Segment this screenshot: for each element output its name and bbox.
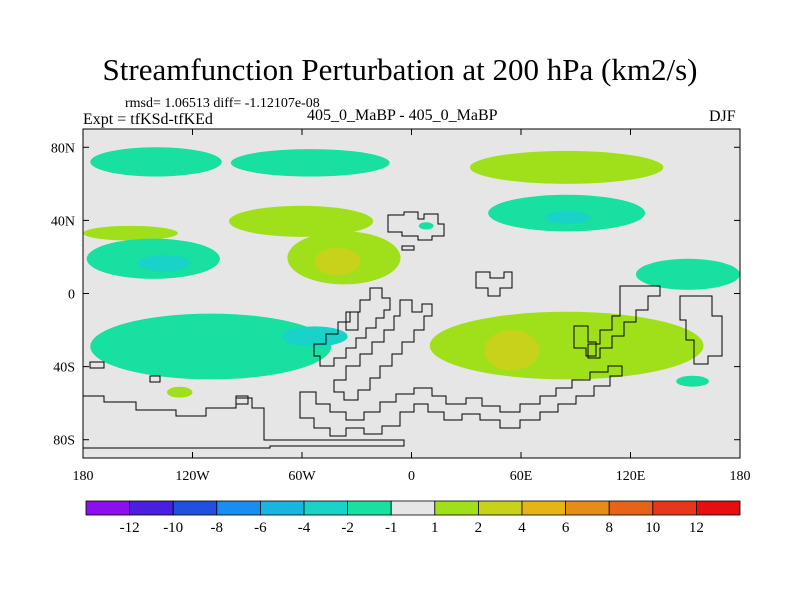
colorbar-label-4: -4 — [298, 520, 311, 536]
rmsd-diff-label: rmsd= 1.06513 diff= -1.12107e-08 — [125, 96, 320, 111]
coastline-australia — [573, 325, 597, 357]
colorbar-label-5: -2 — [341, 520, 354, 536]
season-label: DJF — [709, 108, 736, 125]
y-tick-label-0: 80N — [51, 141, 75, 156]
contour-region-4 — [229, 205, 374, 237]
contour-region-10 — [314, 247, 361, 276]
colorbar-box-10 — [521, 500, 566, 516]
colorbar-box-2 — [172, 500, 218, 516]
case-label: 405_0_MaBP - 405_0_MaBP — [307, 107, 498, 124]
colorbar-label-9: 4 — [518, 520, 526, 536]
contour-region-17 — [166, 386, 193, 398]
contour-region-16 — [676, 375, 709, 387]
contour-region-8 — [137, 255, 191, 272]
contour-region-0 — [90, 147, 222, 177]
contour-region-18 — [418, 222, 434, 230]
colorbar-box-0 — [85, 500, 130, 516]
x-tick-label-3: 0 — [408, 469, 415, 484]
colorbar-box-8 — [434, 500, 479, 516]
contour-region-2 — [469, 150, 664, 184]
colorbar-box-13 — [652, 500, 697, 516]
colorbar-box-9 — [477, 500, 523, 516]
coastline-eurasia — [475, 271, 513, 297]
colorbar-label-3: -6 — [254, 520, 267, 536]
colorbar-label-10: 6 — [562, 520, 570, 536]
experiment-label: Expt = tfKSd-tfKEd — [83, 111, 213, 128]
axes: 180 120W 60W 0 60E 120E 180 80N 40N 0 40S 80S — [51, 129, 751, 484]
contour-region-15 — [484, 330, 540, 371]
colorbar-label-13: 12 — [689, 520, 704, 536]
contour-region-14 — [429, 311, 704, 380]
y-tick-label-2: 0 — [68, 288, 75, 303]
x-tick-label-4: 60E — [510, 469, 533, 484]
x-tick-label-0: 180 — [73, 469, 94, 484]
colorbar-box-11 — [565, 500, 610, 516]
y-tick-label-3: 40S — [53, 361, 75, 376]
y-tick-label-4: 80S — [53, 434, 75, 449]
plot-background — [83, 129, 740, 458]
colorbar-label-11: 8 — [605, 520, 613, 536]
colorbar-box-4 — [259, 500, 305, 516]
chart-title: Streamfunction Perturbation at 200 hPa (… — [102, 52, 698, 87]
colorbar-label-0: -12 — [120, 520, 140, 536]
colorbar-label-7: 1 — [431, 520, 439, 536]
x-tick-label-1: 120W — [175, 469, 210, 484]
colorbar-label-12: 10 — [645, 520, 660, 536]
coastline-greenland — [401, 245, 415, 251]
colorbar-box-7 — [390, 500, 436, 516]
x-tick-label-6: 180 — [730, 469, 751, 484]
coastline-south-islands — [89, 361, 249, 405]
colorbar-label-8: 2 — [475, 520, 483, 536]
coastlines — [83, 211, 723, 449]
y-tick-label-1: 40N — [51, 214, 75, 229]
contour-region-11 — [635, 258, 740, 290]
colorbar-box-1 — [129, 500, 174, 516]
contour-region-12 — [90, 313, 332, 380]
x-tick-label-5: 120E — [616, 469, 646, 484]
coastline-asia-east — [587, 285, 661, 359]
colorbar-box-6 — [347, 500, 392, 516]
contour-region-3 — [83, 225, 178, 241]
colorbar-label-2: -8 — [211, 520, 224, 536]
x-tick-label-2: 60W — [288, 469, 316, 484]
coastline-south-america — [313, 287, 391, 367]
coastline-box — [345, 311, 359, 331]
coastline-southern-ocean — [299, 365, 623, 437]
coastline-africa — [333, 299, 433, 401]
coastline-pacific-islands — [679, 295, 723, 365]
colorbar-box-3 — [216, 500, 261, 516]
contour-fills — [83, 147, 740, 398]
coastline-north-america — [387, 211, 445, 241]
colorbar-box-14 — [696, 500, 741, 516]
contour-region-1 — [230, 149, 390, 177]
colorbar-label-1: -10 — [163, 520, 183, 536]
colorbar-box-12 — [608, 500, 654, 516]
contour-region-6 — [544, 211, 591, 225]
colorbar-box-5 — [303, 500, 348, 516]
colorbar: -12 -10 -8 -6 -4 -2 -1 1 2 4 6 8 10 12 — [85, 500, 741, 536]
colorbar-label-6: -1 — [385, 520, 398, 536]
contour-region-13 — [281, 326, 348, 347]
